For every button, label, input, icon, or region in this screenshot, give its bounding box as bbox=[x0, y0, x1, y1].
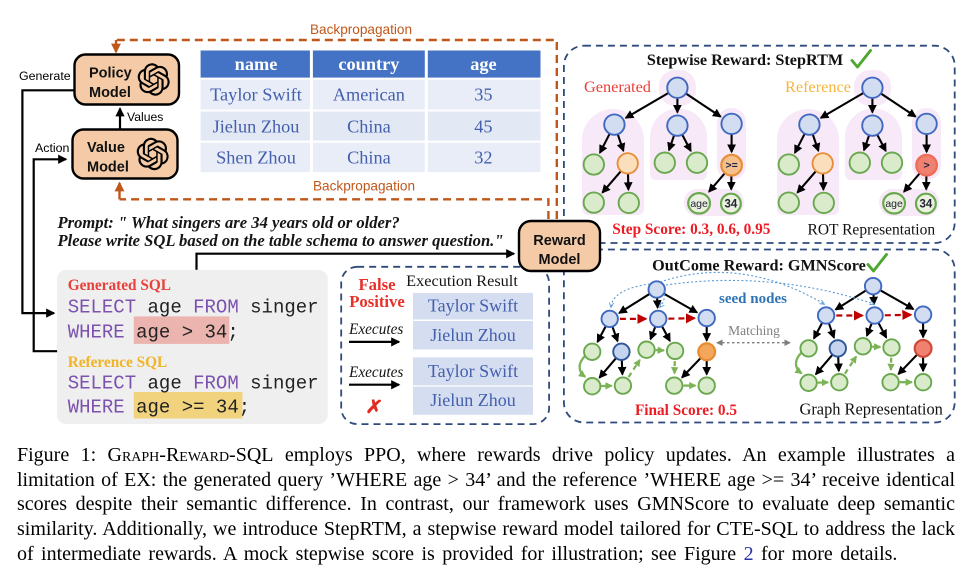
svg-text:Executes: Executes bbox=[348, 321, 403, 338]
svg-text:Backpropagation: Backpropagation bbox=[313, 179, 415, 194]
svg-text:OutCome Reward: GMNScore: OutCome Reward: GMNScore bbox=[652, 257, 866, 275]
svg-text:Reference: Reference bbox=[785, 77, 851, 96]
svg-text:China: China bbox=[347, 117, 391, 137]
svg-text:Stepwise Reward: StepRTM: Stepwise Reward: StepRTM bbox=[647, 51, 843, 69]
svg-text:age: age bbox=[885, 198, 903, 210]
svg-text:Jielun Zhou: Jielun Zhou bbox=[430, 390, 516, 410]
svg-text:Please write SQL based on the: Please write SQL based on the table sche… bbox=[57, 231, 504, 250]
svg-text:age: age bbox=[470, 54, 496, 74]
svg-text:Model: Model bbox=[87, 160, 129, 176]
svg-text:Execution Result: Execution Result bbox=[406, 271, 518, 290]
svg-text:Generated SQL: Generated SQL bbox=[68, 277, 171, 294]
svg-text:False: False bbox=[358, 275, 395, 294]
svg-text:Matching: Matching bbox=[728, 323, 780, 338]
svg-text:Graph Representation: Graph Representation bbox=[800, 400, 943, 419]
svg-text:34: 34 bbox=[725, 199, 738, 211]
svg-text:Jielun Zhou: Jielun Zhou bbox=[213, 117, 300, 137]
svg-text:Model: Model bbox=[89, 85, 131, 101]
svg-text:WHERE age >= 34;: WHERE age >= 34; bbox=[68, 397, 250, 419]
svg-text:Taylor Swift: Taylor Swift bbox=[210, 85, 302, 105]
svg-text:Model: Model bbox=[539, 252, 581, 268]
svg-text:>: > bbox=[924, 160, 930, 172]
svg-text:Value: Value bbox=[87, 140, 125, 156]
svg-text:Taylor Swift: Taylor Swift bbox=[428, 296, 518, 316]
svg-text:WHERE age > 34;: WHERE age > 34; bbox=[68, 322, 239, 344]
svg-text:China: China bbox=[347, 148, 391, 168]
svg-text:Taylor Swift: Taylor Swift bbox=[428, 361, 518, 381]
svg-text:Positive: Positive bbox=[349, 292, 405, 311]
svg-text:Reference SQL: Reference SQL bbox=[68, 354, 168, 371]
svg-text:Step Score: 0.3, 0.6, 0.95: Step Score: 0.3, 0.6, 0.95 bbox=[612, 221, 771, 238]
svg-text:Action: Action bbox=[35, 141, 70, 155]
svg-text:34: 34 bbox=[920, 199, 933, 211]
svg-text:ROT Representation: ROT Representation bbox=[808, 222, 936, 239]
svg-text:Reward: Reward bbox=[533, 233, 585, 249]
svg-text:Backpropagation: Backpropagation bbox=[310, 22, 412, 37]
svg-text:Values: Values bbox=[127, 110, 163, 124]
svg-text:>=: >= bbox=[725, 160, 737, 172]
svg-text:SELECT age FROM singer: SELECT age FROM singer bbox=[68, 373, 319, 395]
svg-text:Generated: Generated bbox=[584, 77, 651, 96]
svg-text:Shen Zhou: Shen Zhou bbox=[216, 148, 296, 168]
svg-text:age: age bbox=[690, 198, 708, 210]
svg-text:35: 35 bbox=[474, 85, 492, 105]
svg-text:name: name bbox=[235, 54, 278, 74]
svg-text:SELECT age FROM singer: SELECT age FROM singer bbox=[68, 297, 319, 319]
svg-text:Prompt: " What singers are 34: Prompt: " What singers are 34 years old … bbox=[57, 213, 400, 232]
svg-text:✗: ✗ bbox=[365, 396, 384, 420]
svg-text:Jielun Zhou: Jielun Zhou bbox=[430, 325, 516, 345]
svg-text:Executes: Executes bbox=[348, 364, 403, 381]
svg-text:32: 32 bbox=[474, 148, 492, 168]
svg-text:45: 45 bbox=[474, 117, 492, 137]
svg-text:Final Score: 0.5: Final Score: 0.5 bbox=[635, 402, 737, 419]
svg-text:country: country bbox=[338, 54, 399, 74]
svg-text:Policy: Policy bbox=[89, 66, 132, 82]
svg-text:seed nodes: seed nodes bbox=[719, 291, 787, 307]
svg-text:Generate: Generate bbox=[19, 69, 71, 83]
svg-text:American: American bbox=[333, 85, 405, 105]
